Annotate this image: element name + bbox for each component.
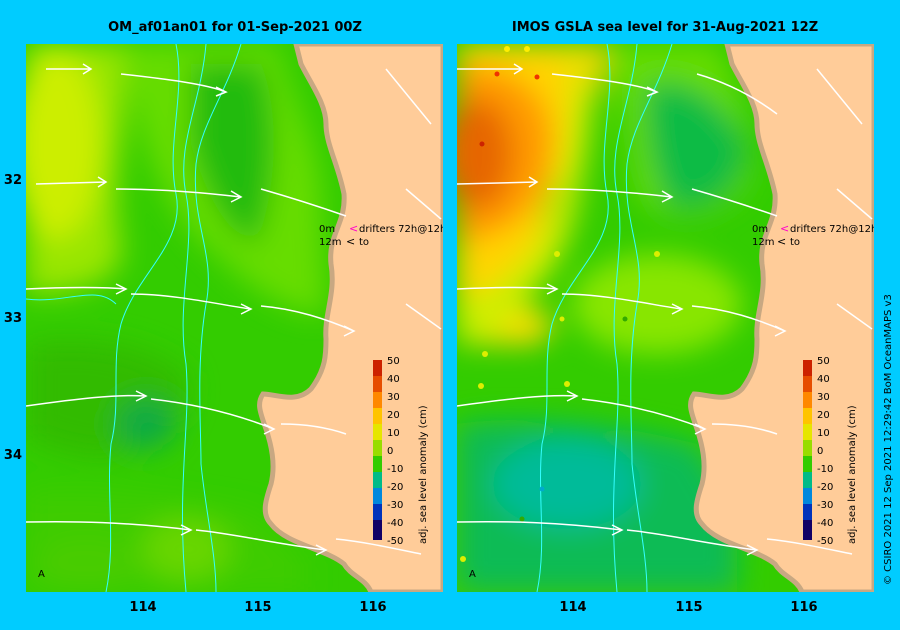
right-drifter-label-1: drifters 72h@12h: [790, 224, 874, 235]
right-lon-label-114: 114: [559, 600, 587, 615]
left-cb-tick-20: 20: [387, 410, 400, 421]
right-contours: [536, 44, 673, 592]
left-cb-tick-neg20: -20: [387, 482, 403, 493]
right-cb-tick-neg40: -40: [817, 518, 833, 529]
left-colorbar: 50 40 30 20 10 0 -10 -20 -30 -40 -50 adj…: [373, 356, 429, 547]
right-drifter-depth-0m: 0m: [752, 224, 768, 235]
left-drifter-marker-magenta: <: [349, 222, 358, 235]
right-land: [688, 44, 874, 592]
left-cb-tick-30: 30: [387, 392, 400, 403]
right-cb-tick-neg20: -20: [817, 482, 833, 493]
right-drifter-marker-black: <: [777, 235, 786, 248]
right-north-marker: A: [469, 569, 476, 580]
right-colorbar: 50 40 30 20 10 0 -10 -20 -30 -40 -50 adj…: [803, 356, 858, 547]
right-current-vectors: [457, 63, 873, 556]
right-cb-tick-40: 40: [817, 374, 830, 385]
left-cb-tick-neg50: -50: [387, 536, 403, 547]
right-drifter-marker-magenta: <: [780, 222, 789, 235]
right-cb-tick-neg30: -30: [817, 500, 833, 511]
left-sea-level-map: 0m < drifters 72h@12h 12m < to 50 40 30 …: [26, 44, 443, 592]
right-cb-tick-neg10: -10: [817, 464, 833, 475]
left-drifter-marker-black: <: [346, 235, 355, 248]
left-drifter-depth-12m: 12m: [319, 237, 341, 248]
left-cb-tick-neg30: -30: [387, 500, 403, 511]
right-cb-tick-10: 10: [817, 428, 830, 439]
left-land: [257, 44, 443, 592]
left-cb-tick-50: 50: [387, 356, 400, 367]
right-drifter-points: [460, 46, 660, 562]
left-colorbar-label: adj. sea level anomaly (cm): [418, 405, 429, 544]
credit-text: © CSIRO 2021 12 Sep 2021 12:29:42 BoM Oc…: [883, 294, 894, 585]
right-drifter-label-2: to: [790, 237, 800, 248]
left-cb-tick-neg40: -40: [387, 518, 403, 529]
left-cb-tick-40: 40: [387, 374, 400, 385]
left-cb-tick-neg10: -10: [387, 464, 403, 475]
left-contours: [26, 44, 242, 592]
left-drifter-label-2: to: [359, 237, 369, 248]
right-drifter-depth-12m: 12m: [752, 237, 774, 248]
left-map-title: OM_af01an01 for 01-Sep-2021 00Z: [108, 20, 362, 35]
right-lon-label-115: 115: [675, 600, 703, 615]
lat-label-33: 33: [3, 311, 22, 326]
lat-label-34: 34: [3, 448, 22, 463]
left-drifter-depth-0m: 0m: [319, 224, 335, 235]
right-cb-tick-0: 0: [817, 446, 823, 457]
left-cb-tick-0: 0: [387, 446, 393, 457]
left-north-marker: A: [38, 569, 45, 580]
right-cb-tick-neg50: -50: [817, 536, 833, 547]
right-cb-tick-30: 30: [817, 392, 830, 403]
left-lon-label-114: 114: [129, 600, 157, 615]
right-cb-tick-20: 20: [817, 410, 830, 421]
left-cb-tick-10: 10: [387, 428, 400, 439]
left-drifter-label-1: drifters 72h@12h: [359, 224, 443, 235]
right-cb-tick-50: 50: [817, 356, 830, 367]
lat-label-32: 32: [3, 173, 22, 188]
right-lon-label-116: 116: [790, 600, 818, 615]
left-current-vectors: [26, 63, 442, 556]
right-sea-level-map: 0m < drifters 72h@12h 12m < to 50 40 30 …: [457, 44, 874, 592]
left-lon-label-115: 115: [244, 600, 272, 615]
left-lon-label-116: 116: [359, 600, 387, 615]
right-map-title: IMOS GSLA sea level for 31-Aug-2021 12Z: [511, 20, 819, 35]
right-colorbar-label: adj. sea level anomaly (cm): [847, 405, 858, 544]
